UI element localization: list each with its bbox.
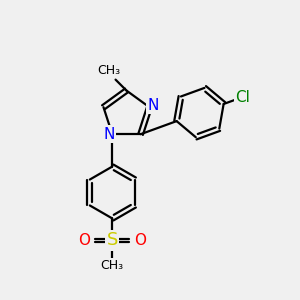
Text: Cl: Cl xyxy=(235,90,250,105)
Text: CH₃: CH₃ xyxy=(101,259,124,272)
Text: S: S xyxy=(106,232,118,250)
Text: O: O xyxy=(79,233,91,248)
Text: N: N xyxy=(147,98,159,113)
Text: CH₃: CH₃ xyxy=(97,64,120,77)
Text: O: O xyxy=(134,233,146,248)
Text: N: N xyxy=(103,127,114,142)
